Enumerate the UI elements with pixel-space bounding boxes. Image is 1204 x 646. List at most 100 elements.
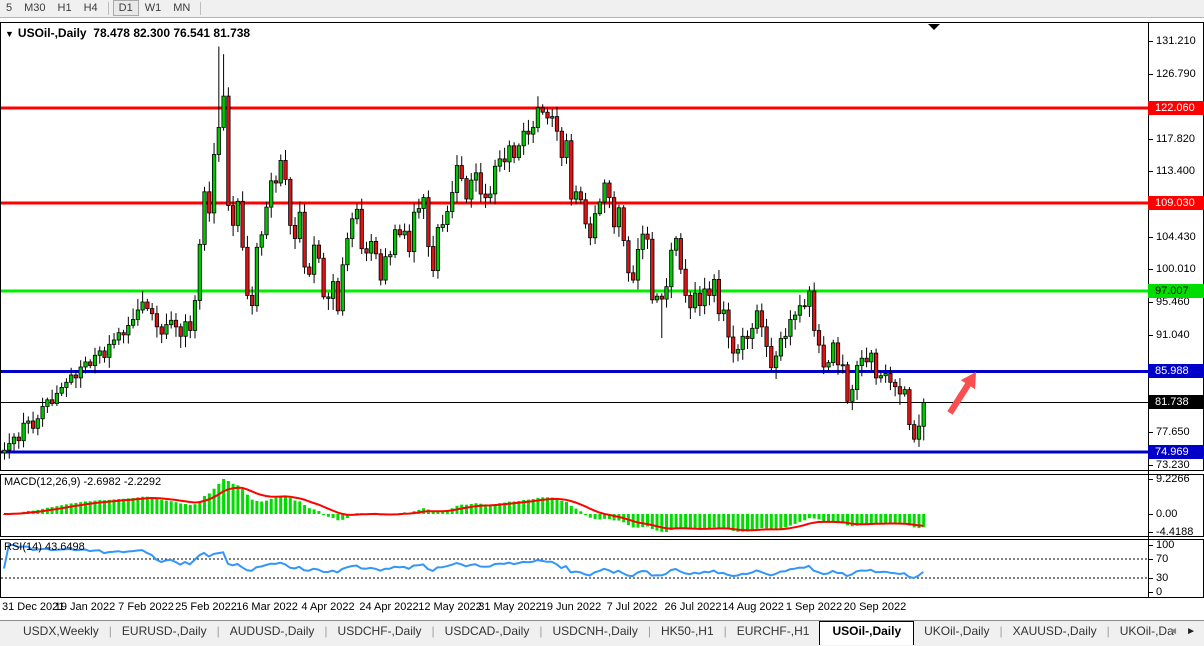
tab-separator: | xyxy=(1106,624,1110,638)
tab-separator: | xyxy=(216,624,220,638)
date-tick-label: 24 Apr 2022 xyxy=(359,601,419,613)
tab-separator: | xyxy=(539,624,543,638)
toolbar-separator xyxy=(200,2,202,15)
price-tick-dash xyxy=(1148,236,1153,238)
rsi-tick-label: 30 xyxy=(1156,571,1169,584)
chart-ohlc-values: 78.478 82.300 76.541 81.738 xyxy=(93,26,251,40)
tab-separator: | xyxy=(431,624,435,638)
tab-usdcnh-daily[interactable]: USDCNH-,Daily xyxy=(552,624,638,638)
rsi-tick-label: 0 xyxy=(1156,586,1163,598)
price-line-label-85.988: 85.988 xyxy=(1148,364,1204,379)
timeframe-button-w1[interactable]: W1 xyxy=(144,2,162,14)
price-tick-dash xyxy=(1148,302,1153,304)
rsi-tick-dash xyxy=(1148,545,1153,546)
date-tick-label: 19 Jun 2022 xyxy=(540,601,602,613)
tab-usdchf-daily[interactable]: USDCHF-,Daily xyxy=(337,624,422,638)
rsi-tick-dash xyxy=(1148,559,1153,561)
tab-ukoil-da[interactable]: UKOil-,Da xyxy=(1119,624,1174,638)
rsi-line xyxy=(3,544,924,579)
tab-hk50-h1[interactable]: HK50-,H1 xyxy=(660,624,714,638)
tab-separator: | xyxy=(108,624,112,638)
price-tick-label: 131.210 xyxy=(1156,35,1196,48)
chart-ohlc-readout: ▼ USOil-,Daily 78.478 82.300 76.541 81.73… xyxy=(5,26,250,40)
timeframe-button-h1[interactable]: H1 xyxy=(57,2,72,14)
tab-usdx-weekly[interactable]: USDX,Weekly xyxy=(23,624,99,638)
tab-separator: | xyxy=(999,624,1003,638)
macd-tick-label: -4.4188 xyxy=(1156,526,1194,538)
date-tick-label: 19 Jan 2022 xyxy=(54,601,116,613)
macd-signal-line xyxy=(4,486,924,532)
date-tick-label: 12 May 2022 xyxy=(418,601,482,613)
tab-usoil-daily[interactable]: USOil-,Daily xyxy=(819,621,915,645)
price-tick-dash xyxy=(1148,171,1153,173)
price-line-label-81.738: 81.738 xyxy=(1148,395,1204,410)
price-tick-dash xyxy=(1148,73,1153,75)
tab-scroll-right-icon[interactable]: ► xyxy=(1186,626,1196,637)
macd-tick-label: 0.00 xyxy=(1156,508,1178,521)
chart-tab-bar: USDX,Weekly | EURUSD-,Daily | AUDUSD-,Daily |… xyxy=(0,620,1204,646)
price-line-label-109.030: 109.030 xyxy=(1148,196,1204,211)
timeframe-button-5[interactable]: 5 xyxy=(6,2,13,14)
rsi-tick-label: 70 xyxy=(1156,553,1169,566)
rsi-indicator-pane[interactable] xyxy=(0,539,1204,598)
tab-scroll-left-icon[interactable]: ◄ xyxy=(1168,626,1178,637)
date-tick-label: 31 Dec 2021 xyxy=(2,601,65,613)
price-tick-label: 104.430 xyxy=(1156,230,1196,243)
tab-separator: | xyxy=(324,624,328,638)
candlestick-chart[interactable] xyxy=(1,23,1149,470)
date-tick-label: 25 Feb 2022 xyxy=(175,601,237,613)
date-tick-label: 7 Jul 2022 xyxy=(606,601,658,613)
price-tick-label: 73.230 xyxy=(1156,458,1190,471)
price-tick-dash xyxy=(1148,464,1153,466)
date-tick-label: 16 Mar 2022 xyxy=(236,601,298,613)
date-tick-label: 14 Aug 2022 xyxy=(722,601,784,613)
timeframe-button-h4[interactable]: H4 xyxy=(83,2,98,14)
price-axis-border xyxy=(1148,22,1149,598)
macd-chart xyxy=(3,479,926,532)
tab-eurusd-daily[interactable]: EURUSD-,Daily xyxy=(121,624,207,638)
date-tick-label: 26 Jul 2022 xyxy=(664,601,722,613)
timeframe-button-mn[interactable]: MN xyxy=(173,2,191,14)
date-tick-label: 4 Apr 2022 xyxy=(301,601,355,613)
price-tick-dash xyxy=(1148,334,1153,336)
rsi-tick-dash xyxy=(1148,577,1153,579)
date-tick-label: 31 May 2022 xyxy=(478,601,542,613)
price-line-label-97.007: 97.007 xyxy=(1148,284,1204,298)
price-line-label-122.060: 122.060 xyxy=(1148,101,1204,116)
price-tick-label: 113.400 xyxy=(1156,165,1195,178)
price-tick-label: 91.040 xyxy=(1156,328,1190,341)
timeframe-button-m30[interactable]: M30 xyxy=(24,2,46,14)
tab-eurchf-h1[interactable]: EURCHF-,H1 xyxy=(736,624,810,638)
price-chart-pane[interactable] xyxy=(0,22,1204,471)
macd-histogram xyxy=(3,479,926,532)
price-tick-dash xyxy=(1148,139,1153,141)
rsi-tick-dash xyxy=(1148,592,1153,593)
price-tick-label: 126.790 xyxy=(1156,67,1196,80)
macd-indicator-pane[interactable] xyxy=(0,474,1204,537)
macd-tick-dash xyxy=(1148,479,1153,480)
price-tick-label: 100.010 xyxy=(1156,263,1196,276)
macd-tick-label: 9.2266 xyxy=(1156,473,1190,485)
timeframe-button-d1[interactable]: D1 xyxy=(112,0,139,16)
tab-separator: | xyxy=(647,624,651,638)
timeframe-toolbar: 5 M30 H1 H4 D1 W1 MN xyxy=(0,0,1204,18)
horizontal-lines[interactable] xyxy=(1,106,1149,454)
macd-tick-dash xyxy=(1148,532,1153,533)
tab-ukoil-daily[interactable]: UKOil-,Daily xyxy=(924,624,990,638)
price-tick-label: 117.820 xyxy=(1156,133,1195,146)
tab-separator: | xyxy=(723,624,727,638)
tab-xauusd-daily[interactable]: XAUUSD-,Daily xyxy=(1012,624,1097,638)
tab-usdcad-daily[interactable]: USDCAD-,Daily xyxy=(444,624,530,638)
trend-arrow-annotation[interactable] xyxy=(947,372,976,415)
tab-audusd-daily[interactable]: AUDUSD-,Daily xyxy=(229,624,315,638)
price-tick-label: 95.460 xyxy=(1156,296,1190,309)
price-line-label-74.969: 74.969 xyxy=(1148,444,1204,459)
toolbar-separator xyxy=(107,2,109,15)
date-tick-label: 7 Feb 2022 xyxy=(118,601,174,613)
chart-symbol-label: USOil-,Daily xyxy=(17,26,87,40)
macd-tick-dash xyxy=(1148,514,1153,516)
price-tick-dash xyxy=(1148,432,1153,434)
symbol-dropdown-icon[interactable]: ▼ xyxy=(5,29,14,39)
chart-shift-marker-icon[interactable] xyxy=(928,24,940,30)
